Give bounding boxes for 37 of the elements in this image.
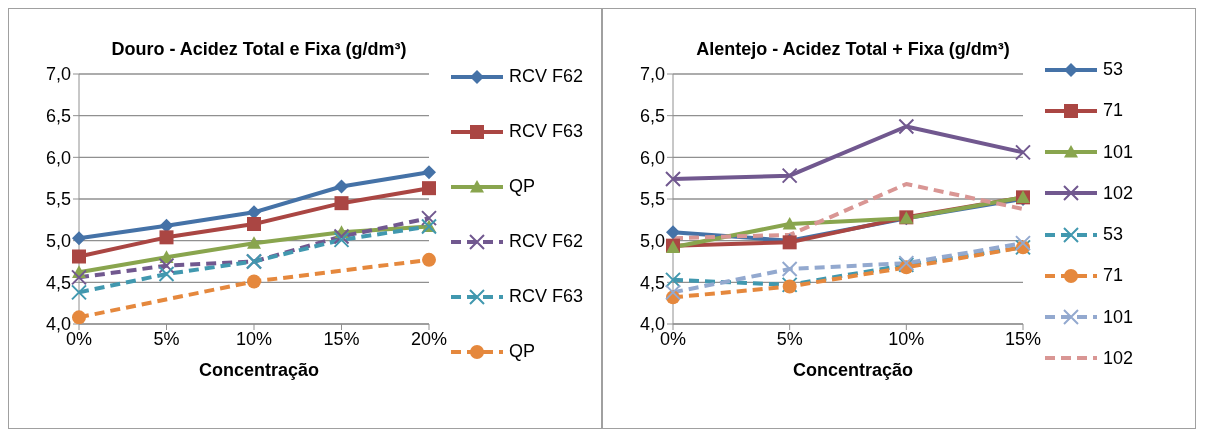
legend-label: RCV F63 bbox=[509, 121, 584, 142]
x-tick-label: 20% bbox=[410, 328, 448, 349]
x-tick-label: 5% bbox=[776, 328, 803, 349]
x-axis-title: Concentração bbox=[791, 360, 914, 381]
legend-label: QP bbox=[509, 341, 536, 362]
legend-label: 102 bbox=[1103, 347, 1134, 369]
y-tick-label: 6,5 bbox=[639, 106, 665, 127]
y-tick-label: 5,0 bbox=[639, 231, 665, 252]
y-tick-label: 6,0 bbox=[639, 147, 665, 168]
y-tick-label: 5,5 bbox=[45, 189, 71, 210]
legend-label: 53 bbox=[1103, 59, 1124, 81]
y-tick-label: 4,5 bbox=[45, 272, 71, 293]
x-tick-label: 5% bbox=[153, 328, 180, 349]
y-tick-label: 7,0 bbox=[639, 64, 665, 85]
x-tick-label: 15% bbox=[1004, 328, 1042, 349]
x-tick-label: 15% bbox=[323, 328, 360, 349]
legend-label: RCV F63 bbox=[509, 286, 584, 307]
legend-label: 102 bbox=[1103, 182, 1134, 204]
y-tick-label: 4,5 bbox=[639, 272, 665, 293]
legend-label: 71 bbox=[1103, 265, 1124, 287]
legend-label: RCV F62 bbox=[509, 66, 584, 87]
legend-label: QP bbox=[509, 176, 536, 197]
legend-label: 101 bbox=[1103, 141, 1134, 163]
y-tick-label: 7,0 bbox=[45, 64, 71, 85]
chart-title: Alentejo - Acidez Total + Fixa (g/dm³) bbox=[695, 39, 1011, 60]
legend-label: 71 bbox=[1103, 100, 1124, 122]
y-tick-label: 5,5 bbox=[639, 189, 665, 210]
legend-label: 101 bbox=[1103, 306, 1134, 328]
y-tick-label: 6,5 bbox=[45, 106, 71, 127]
legend-label: RCV F62 bbox=[509, 231, 584, 252]
y-tick-label: 6,0 bbox=[45, 147, 71, 168]
legend-label: 53 bbox=[1103, 224, 1124, 246]
x-tick-label: 10% bbox=[888, 328, 925, 349]
x-tick-label: 10% bbox=[235, 328, 273, 349]
chart-title: Douro - Acidez Total e Fixa (g/dm³) bbox=[110, 39, 408, 60]
y-tick-label: 5,0 bbox=[45, 231, 71, 252]
x-axis-title: Concentração bbox=[197, 360, 320, 381]
